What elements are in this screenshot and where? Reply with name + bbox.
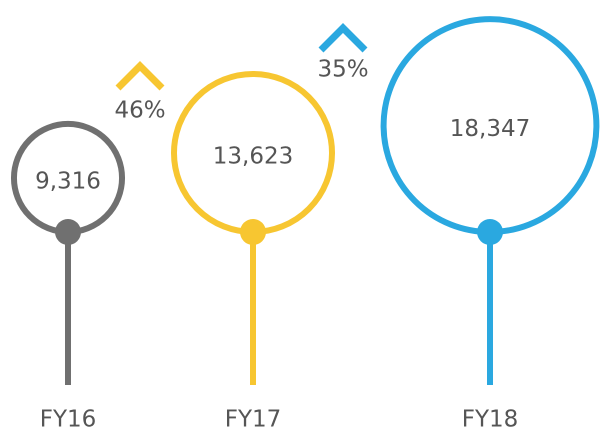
- dot: [240, 219, 266, 245]
- dot: [55, 219, 81, 245]
- growth-label: 35%: [317, 57, 368, 83]
- growth-label: 46%: [114, 98, 165, 124]
- category-label: FY17: [225, 407, 282, 433]
- dot: [477, 219, 503, 245]
- growth-chevron: [115, 61, 165, 91]
- value-label: 18,347: [450, 116, 530, 142]
- category-label: FY16: [40, 407, 97, 433]
- value-label: 9,316: [35, 168, 101, 194]
- category-label: FY18: [462, 407, 519, 433]
- growth-chevron: [318, 23, 368, 53]
- value-label: 13,623: [213, 143, 293, 169]
